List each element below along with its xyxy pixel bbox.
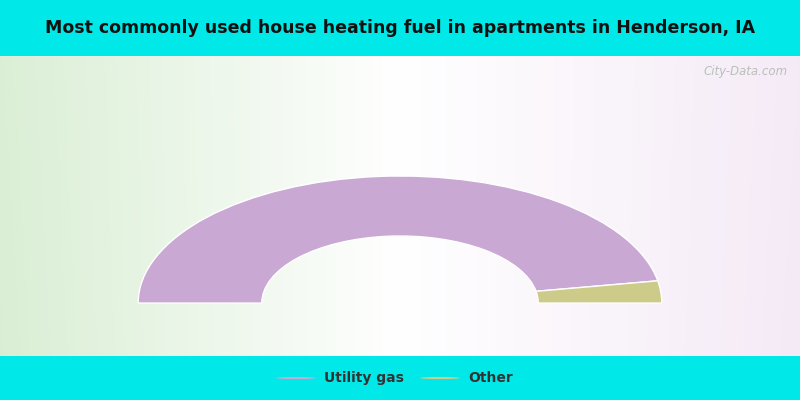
Text: Utility gas: Utility gas xyxy=(324,371,404,385)
Text: Other: Other xyxy=(468,371,513,385)
Circle shape xyxy=(420,377,460,379)
Wedge shape xyxy=(138,176,658,303)
Text: Most commonly used house heating fuel in apartments in Henderson, IA: Most commonly used house heating fuel in… xyxy=(45,19,755,37)
Circle shape xyxy=(276,377,316,379)
Text: City-Data.com: City-Data.com xyxy=(704,65,788,78)
Wedge shape xyxy=(536,281,662,303)
